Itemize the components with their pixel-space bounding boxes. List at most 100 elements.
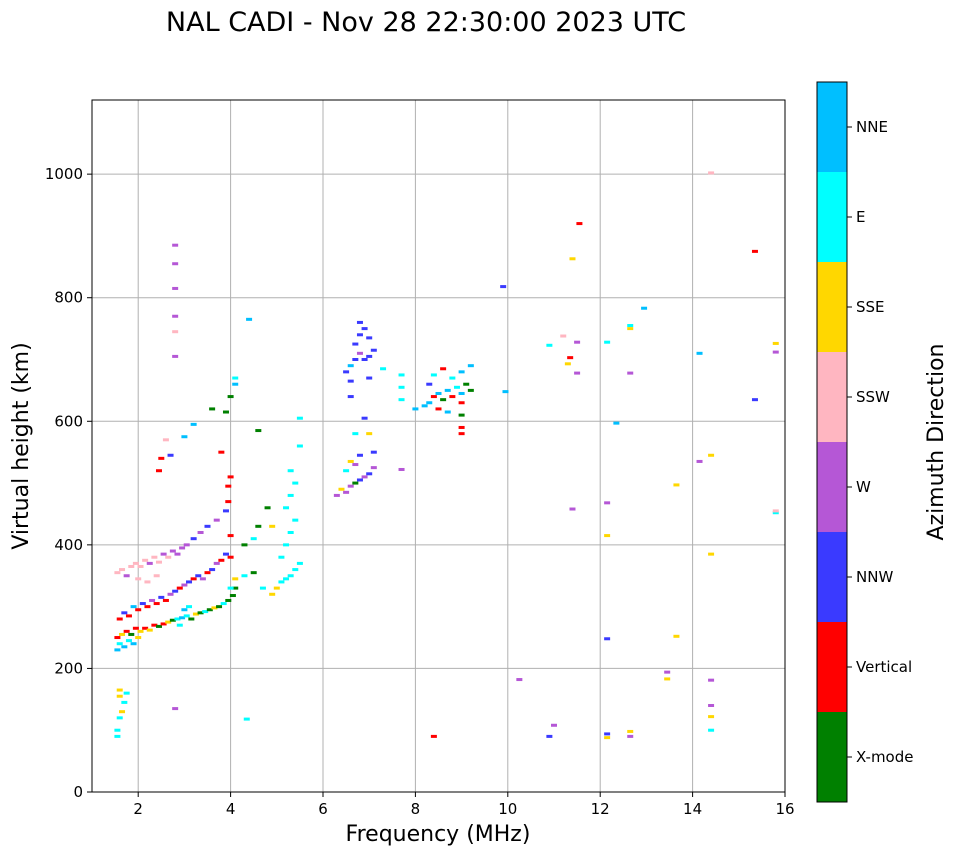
data-point-e [287,574,294,578]
data-point-nne [426,401,433,405]
data-point-e [174,617,181,621]
data-point-nnw [222,509,229,513]
data-point-e [287,531,294,534]
data-point-vertical [204,571,211,575]
data-point-w [172,314,179,318]
data-point-nne [181,435,188,439]
data-point-sse [165,620,172,624]
y-axis-ticks: 0 200 400 600 800 1000 [45,165,92,801]
data-point-nnw [352,342,359,346]
colorbar-title: Azimuth Direction [924,343,949,540]
data-point-nnw [370,348,377,352]
data-point-nnw [204,524,211,528]
grid-lines [92,100,786,793]
data-point-vertical [227,555,234,559]
data-point-nnw [158,595,165,599]
data-point-x-mode [197,611,204,615]
data-point-w [172,243,179,247]
data-point-sse [673,483,680,487]
colorbar-label-nne: NNE [856,118,888,136]
data-point-vertical [158,456,165,460]
data-point-w [160,552,167,556]
data-point-e [708,728,715,732]
x-tick-label: 12 [591,800,610,818]
data-point-x-mode [232,586,239,590]
data-point-vertical [132,626,139,630]
data-point-ssw [135,577,142,581]
data-point-e [283,577,290,581]
data-point-w [708,704,715,707]
data-point-e [287,469,294,473]
data-point-nnw [366,354,373,358]
data-point-w [627,371,634,375]
data-point-e [243,717,250,721]
data-point-vertical [458,401,465,405]
data-point-vertical [123,629,130,633]
data-point-nne [130,605,137,609]
data-point-vertical [116,617,123,621]
data-point-vertical [218,450,225,454]
data-point-w [169,549,176,553]
data-point-x-mode [458,413,465,417]
data-point-x-mode [155,624,162,628]
data-point-w [172,354,179,358]
data-point-e [398,373,405,377]
data-point-nne [444,388,451,392]
data-point-nnw [361,327,368,331]
colorbar-label-vertical: Vertical [856,658,912,676]
data-point-vertical [227,534,234,538]
data-point-ssw [128,564,135,568]
data-point-sse [604,534,611,538]
data-point-nnw [751,398,758,402]
data-point-e [343,469,350,473]
data-point-vertical [751,249,758,253]
data-point-x-mode [352,481,359,485]
data-point-ssw [165,555,172,559]
data-point-w [347,484,354,488]
data-point-nne [458,370,465,374]
data-point-x-mode [222,410,229,414]
data-point-nnw [356,453,363,457]
colorbar-frame [816,81,848,803]
data-point-w [149,598,156,602]
data-point-sse [347,459,354,463]
data-point-x-mode [216,605,223,609]
data-point-e [296,444,303,448]
data-point-vertical [430,395,437,399]
data-point-sse [116,688,123,692]
data-point-nnw [366,472,373,476]
data-point-x-mode [264,506,271,510]
data-point-w [183,543,190,547]
data-point-sse [772,341,779,345]
data-point-vertical [218,558,225,562]
data-point-ssw [162,438,169,442]
y-tick-label: 200 [54,659,83,677]
data-point-x-mode [227,395,234,399]
data-point-w [352,463,359,467]
x-tick-label: 10 [498,800,517,818]
data-point-w [213,561,220,565]
data-point-w [181,583,188,587]
data-point-nnw [361,358,368,361]
data-point-nne [458,391,465,395]
data-point-e [352,432,359,436]
data-point-e [449,376,456,380]
data-point-w [361,475,368,479]
data-point-e [296,416,303,420]
data-point-e [287,493,294,497]
data-point-sse [119,710,126,714]
data-point-e [380,367,387,371]
x-tick-label: 14 [683,800,702,818]
data-point-vertical [142,626,149,630]
data-point-vertical [135,608,142,612]
data-point-sse [119,632,126,636]
data-point-vertical [176,586,183,590]
data-point-w [772,350,779,354]
data-point-e [278,555,285,559]
colorbar-segment-nne [817,82,847,172]
data-point-vertical [435,407,442,411]
data-point-nne [502,390,509,394]
data-point-nnw [366,336,373,340]
data-point-sse [627,327,634,331]
colorbar-segment-e [817,172,847,262]
